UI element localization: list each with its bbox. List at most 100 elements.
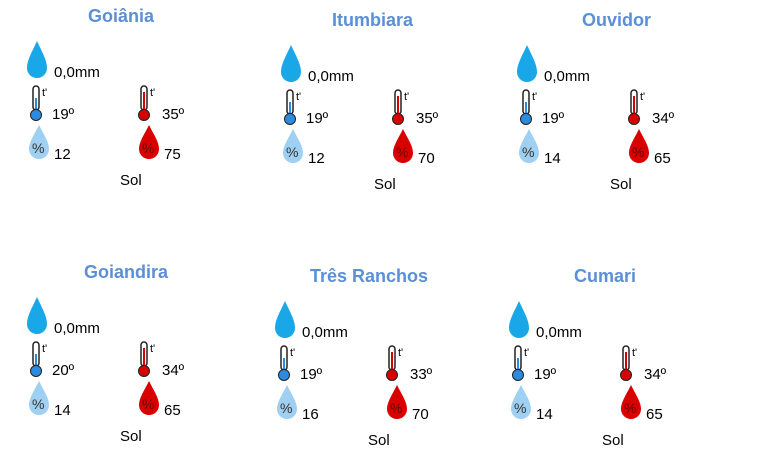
city-name: Itumbiara [332,10,414,30]
svg-text:t': t' [42,87,47,99]
temp-min-value: 19º [542,110,565,127]
humidity-min-icon: % [29,381,49,415]
thermometer-min-icon: t' [278,345,295,381]
thermometer-max-icon: t' [628,89,645,125]
temp-max-value: 34º [644,366,667,383]
thermometer-max-icon: t' [620,345,637,381]
temp-max-value: 33º [410,366,433,383]
thermometer-max-icon: t' [138,85,155,121]
svg-text:%: % [32,396,44,412]
humidity-max-value: 65 [654,150,671,167]
thermometer-min-icon: t' [30,341,47,377]
condition-label: Sol [368,432,390,449]
svg-text:%: % [32,140,44,156]
svg-text:t': t' [296,91,301,103]
precipitation-value: 0,0mm [302,324,348,341]
svg-text:t': t' [524,347,529,359]
svg-text:%: % [624,400,636,416]
humidity-max-value: 70 [418,150,435,167]
rain-drop-icon [27,41,47,78]
svg-text:%: % [390,400,402,416]
svg-text:%: % [514,400,526,416]
city-name: Goiandira [84,262,169,282]
svg-text:%: % [142,140,154,156]
thermometer-min-icon: t' [520,89,537,125]
humidity-min-icon: % [519,129,539,163]
humidity-min-value: 14 [54,402,71,419]
svg-text:t': t' [640,91,645,103]
svg-text:%: % [142,396,154,412]
temp-max-value: 35º [162,106,185,123]
humidity-max-icon: % [393,129,413,163]
svg-text:%: % [396,144,408,160]
city-name: Três Ranchos [310,266,429,286]
humidity-max-icon: % [139,125,159,159]
rain-drop-icon [275,301,295,338]
city-card-ouvidor: Ouvidor 0,0mm t' 19º t' 34º % 14 % 65 So… [516,10,757,210]
thermometer-max-icon: t' [138,341,155,377]
humidity-max-icon: % [629,129,649,163]
condition-label: Sol [120,172,142,189]
thermometer-max-icon: t' [386,345,403,381]
svg-text:%: % [280,400,292,416]
temp-max-value: 35º [416,110,439,127]
temp-min-value: 19º [534,366,557,383]
humidity-min-icon: % [511,385,531,419]
svg-text:t': t' [532,91,537,103]
thermometer-max-icon: t' [392,89,409,125]
humidity-max-value: 70 [412,406,429,423]
svg-text:t': t' [150,87,155,99]
humidity-max-icon: % [139,381,159,415]
svg-text:t': t' [404,91,409,103]
precipitation-value: 0,0mm [308,68,354,85]
city-card-tres-ranchos: Três Ranchos 0,0mm t' 19º t' 33º % 16 % … [274,266,524,466]
condition-label: Sol [602,432,624,449]
humidity-min-icon: % [277,385,297,419]
precipitation-value: 0,0mm [54,64,100,81]
condition-label: Sol [610,176,632,193]
humidity-max-icon: % [621,385,641,419]
rain-drop-icon [509,301,529,338]
thermometer-min-icon: t' [284,89,301,125]
temp-min-value: 19º [300,366,323,383]
svg-text:t': t' [398,347,403,359]
precipitation-value: 0,0mm [536,324,582,341]
rain-drop-icon [281,45,301,82]
city-name: Ouvidor [582,10,652,30]
rain-drop-icon [27,297,47,334]
svg-text:t': t' [150,343,155,355]
temp-max-value: 34º [162,362,185,379]
condition-label: Sol [374,176,396,193]
svg-text:%: % [632,144,644,160]
precipitation-value: 0,0mm [544,68,590,85]
svg-text:t': t' [42,343,47,355]
svg-text:t': t' [632,347,637,359]
rain-drop-icon [517,45,537,82]
svg-text:%: % [522,144,534,160]
humidity-min-value: 12 [54,146,71,163]
temp-min-value: 19º [306,110,329,127]
city-card-itumbiara: Itumbiara 0,0mm t' 19º t' 35º % 12 % 70 … [280,10,530,210]
thermometer-min-icon: t' [512,345,529,381]
temp-min-value: 20º [52,362,75,379]
temp-max-value: 34º [652,110,675,127]
city-card-goiandira: Goiandira 0,0mm t' 20º t' 34º % 14 % 65 … [26,262,276,462]
humidity-min-icon: % [283,129,303,163]
humidity-max-icon: % [387,385,407,419]
city-name: Goiânia [88,6,155,26]
humidity-max-value: 75 [164,146,181,163]
svg-text:t': t' [290,347,295,359]
condition-label: Sol [120,428,142,445]
humidity-min-value: 14 [536,406,553,423]
humidity-min-icon: % [29,125,49,159]
humidity-max-value: 65 [164,402,181,419]
humidity-min-value: 16 [302,406,319,423]
humidity-max-value: 65 [646,406,663,423]
temp-min-value: 19º [52,106,75,123]
city-name: Cumari [574,266,637,286]
city-card-goiania: Goiânia 0,0mm t' 19º t' 35º % 12 % 75 So… [26,6,276,206]
svg-text:%: % [286,144,298,160]
humidity-min-value: 12 [308,150,325,167]
thermometer-min-icon: t' [30,85,47,121]
humidity-min-value: 14 [544,150,561,167]
